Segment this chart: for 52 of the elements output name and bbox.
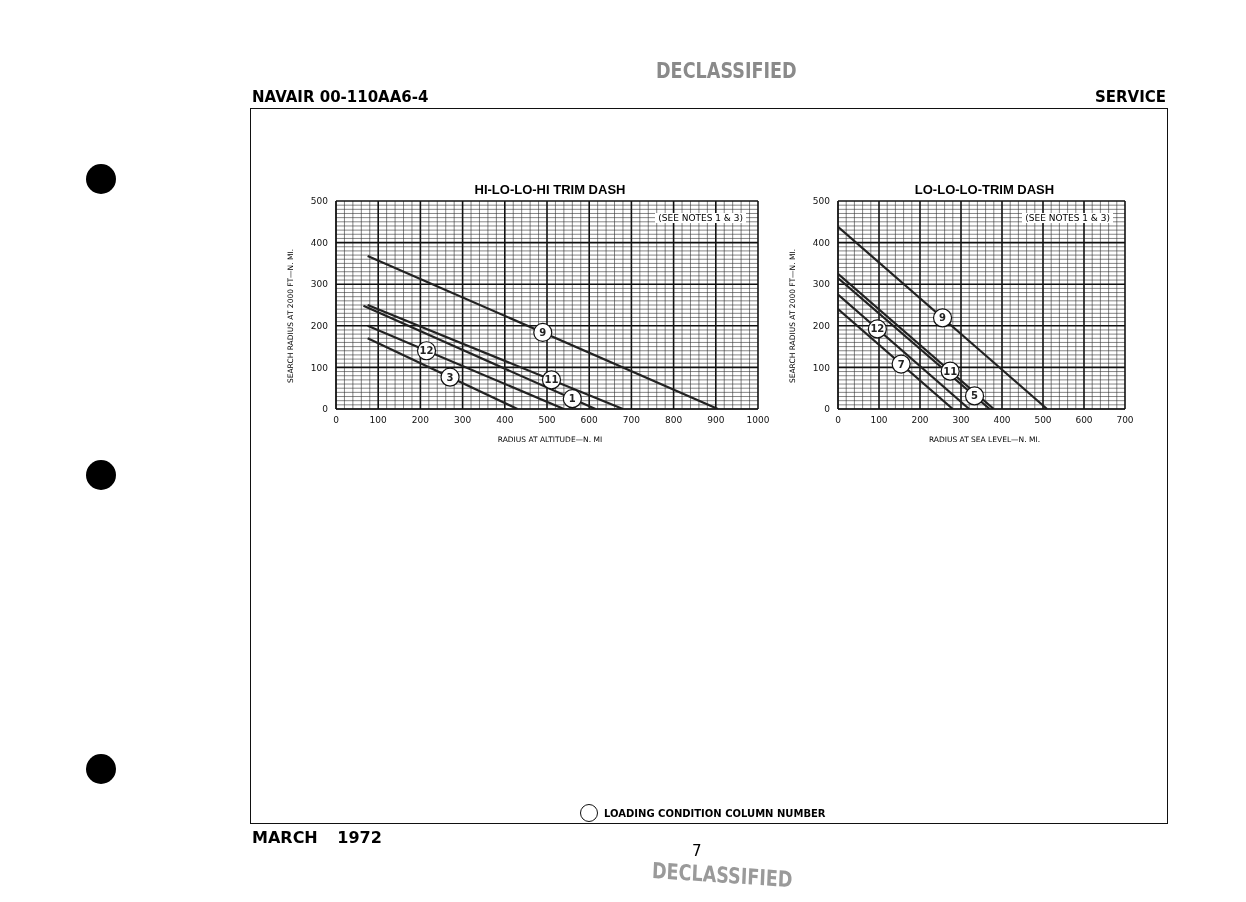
text: MARCH 1972 [252, 828, 382, 847]
x-tick-label: 700 [1116, 415, 1134, 426]
series-label: 12 [419, 345, 434, 357]
x-tick-label: 900 [707, 415, 725, 426]
series-label: 11 [544, 374, 559, 386]
annotation: (SEE NOTES 1 & 3) [655, 213, 746, 223]
y-tick-label: 500 [310, 196, 329, 207]
text: 7 [692, 842, 702, 860]
y-tick-label: 100 [812, 362, 831, 373]
text: DECLASSIFIED [651, 858, 794, 893]
x-tick-label: 0 [835, 415, 842, 426]
text: DECLASSIFIED [656, 58, 797, 83]
x-tick-label: 1000 [746, 415, 770, 426]
x-tick-label: 400 [993, 415, 1011, 426]
x-tick-label: 0 [333, 415, 340, 426]
x-tick-label: 700 [622, 415, 641, 426]
y-tick-label: 400 [310, 237, 329, 248]
series-label: 11 [943, 365, 958, 377]
x-tick-label: 300 [454, 415, 472, 426]
series-label: 7 [897, 358, 905, 370]
x-tick-label: 300 [952, 415, 970, 426]
y-tick-label: 400 [812, 237, 831, 248]
x-tick-label: 100 [369, 415, 388, 426]
series-label: 1 [568, 393, 576, 405]
series-label: 12 [870, 323, 885, 335]
x-tick-label: 600 [580, 415, 599, 426]
y-tick-label: 200 [812, 320, 831, 331]
y-tick-label: 0 [322, 404, 329, 415]
text: NAVAIR 00-110AA6-4 [252, 88, 429, 106]
annotation: (SEE NOTES 1 & 3) [1022, 213, 1113, 223]
x-tick-label: 100 [870, 415, 888, 426]
x-tick-label: 200 [911, 415, 929, 426]
text: SERVICE [1094, 88, 1166, 106]
x-tick-label: 400 [496, 415, 514, 426]
x-tick-label: 600 [1075, 415, 1093, 426]
chart-title: HI-LO-LO-HI TRIM DASH [473, 182, 627, 197]
chart-title: LO-LO-LO-TRIM DASH [913, 182, 1056, 197]
y-tick-label: 500 [812, 196, 831, 207]
series-label: 9 [939, 312, 947, 324]
x-tick-label: 500 [538, 415, 556, 426]
x-tick-label: 500 [1034, 415, 1052, 426]
series-label: 3 [446, 371, 454, 383]
x-tick-label: 200 [411, 415, 430, 426]
y-tick-label: 0 [824, 404, 831, 415]
series-label: 9 [539, 327, 547, 339]
y-tick-label: 300 [310, 279, 329, 290]
text: LOADING CONDITION COLUMN NUMBER [603, 806, 826, 821]
y-tick-label: 200 [310, 320, 329, 331]
y-tick-label: 100 [310, 362, 329, 373]
x-tick-label: 800 [665, 415, 683, 426]
y-tick-label: 300 [812, 279, 831, 290]
series-label: 5 [971, 390, 979, 402]
